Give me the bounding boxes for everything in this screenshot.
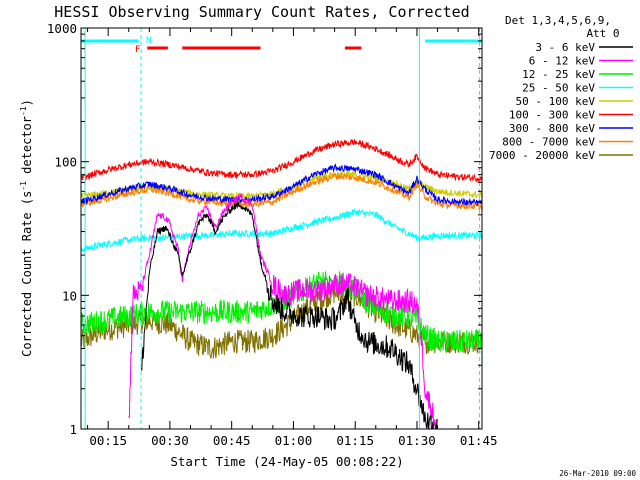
plot-area: NF: [80, 28, 483, 431]
legend-label-6: 300 - 800 keV: [509, 122, 595, 135]
y-tick-label: 1000: [47, 21, 77, 36]
x-tick-label: 00:30: [151, 433, 189, 448]
legend-label-2: 12 - 25 keV: [522, 68, 595, 81]
y-tick-label: 1: [69, 422, 77, 437]
legend-label-4: 50 - 100 keV: [516, 95, 596, 108]
plot-frame: [80, 27, 483, 430]
legend-label-3: 25 - 50 keV: [522, 82, 595, 95]
x-tick-label: 01:30: [398, 433, 436, 448]
series-line-3: [80, 207, 483, 253]
legend-label-1: 6 - 12 keV: [529, 55, 596, 68]
y-tick-label: 100: [54, 155, 77, 170]
x-axis-label: Start Time (24-May-05 00:08:22): [170, 454, 403, 469]
series-line-8: [80, 282, 483, 359]
series-line-6: [80, 163, 483, 207]
x-tick-label: 01:00: [275, 433, 313, 448]
legend-label-5: 100 - 300 keV: [509, 109, 595, 122]
x-tick-label: 00:15: [89, 433, 127, 448]
legend-header-line-2: Att 0: [586, 27, 619, 40]
series-line-5: [80, 138, 483, 184]
axes: 1 10 100 1000 00:15 00:30 00:45 01:00 01:15 01:30…: [47, 21, 498, 448]
y-tick-label: 10: [62, 288, 77, 303]
legend-label-8: 7000 - 20000 keV: [489, 149, 595, 162]
series-line-1: [128, 192, 438, 430]
x-tick-label: 01:45: [460, 433, 498, 448]
series-line-0: [140, 201, 438, 431]
render-timestamp: 26-Mar-2010 09:00: [559, 469, 636, 478]
legend-header-line-1: Det 1,3,4,5,6,9,: [505, 14, 611, 27]
flag-f-label: F: [135, 45, 140, 55]
flag-n-label: N: [146, 36, 151, 46]
y-axis-label: Corrected Count Rate (s-1 detector-1): [19, 99, 34, 357]
series-line-7: [80, 171, 483, 212]
chart-title: HESSI Observing Summary Count Rates, Cor…: [54, 3, 469, 21]
legend-label-7: 800 - 7000 keV: [502, 136, 595, 149]
legend-label-0: 3 - 6 keV: [535, 41, 595, 54]
x-tick-label: 00:45: [213, 433, 251, 448]
x-tick-label: 01:15: [336, 433, 374, 448]
